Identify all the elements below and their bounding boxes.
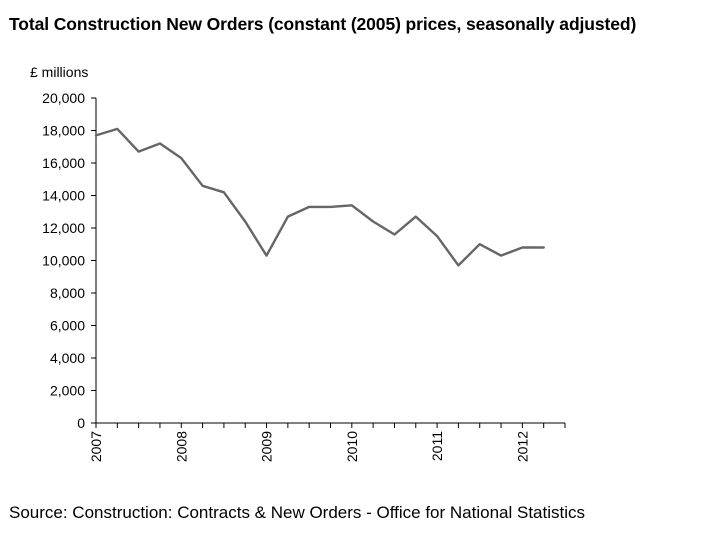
x-tick-label: 2009 [259,431,275,462]
data-point [414,215,417,218]
data-point [116,128,119,130]
data-point [137,150,140,153]
data-point [287,215,289,218]
series-group [94,127,545,267]
x-tick-label: 2008 [173,431,189,462]
chart-title: Total Construction New Orders (constant … [9,14,637,34]
data-point [500,254,502,257]
data-point [393,233,396,236]
y-tick-label: 14,000 [42,188,85,204]
data-point [521,246,524,249]
data-point [478,243,481,246]
data-point [159,142,161,145]
data-point [180,157,183,159]
x-tick-label: 2010 [344,431,360,462]
y-tick-label: 0 [77,415,85,431]
y-tick-label: 12,000 [42,220,85,236]
y-tick-label: 6,000 [50,318,85,334]
data-point [329,206,332,208]
y-tick-label: 4,000 [50,350,85,366]
x-tick-label: 2011 [429,431,445,461]
y-tick-label: 8,000 [50,285,85,301]
source-note: Source: Construction: Contracts & New Or… [9,503,586,522]
y-axis-unit-label: £ millions [30,64,88,80]
y-tick-label: 18,000 [42,123,85,139]
y-tick-label: 16,000 [42,155,85,171]
data-point [95,134,97,137]
data-point [308,206,310,208]
data-point [265,254,268,257]
data-point [542,246,545,249]
series-line [94,127,545,267]
data-point [372,220,374,223]
data-point [457,264,460,267]
data-point [351,204,353,207]
x-axis-ticks: 2007 2008 2009 2010 2011 2012 [88,423,566,462]
x-tick-label: 2012 [514,431,530,462]
y-tick-label: 2,000 [50,383,85,399]
y-tick-label: 20,000 [42,90,85,106]
data-point [244,220,247,223]
data-point [223,191,225,194]
y-tick-label: 10,000 [42,253,85,269]
data-point [436,235,438,237]
data-point [201,184,204,187]
y-axis-ticks: 0 2,000 4,000 6,000 8,000 10,000 12,000 14,000 1… [42,90,96,431]
x-tick-label: 2007 [88,431,104,462]
